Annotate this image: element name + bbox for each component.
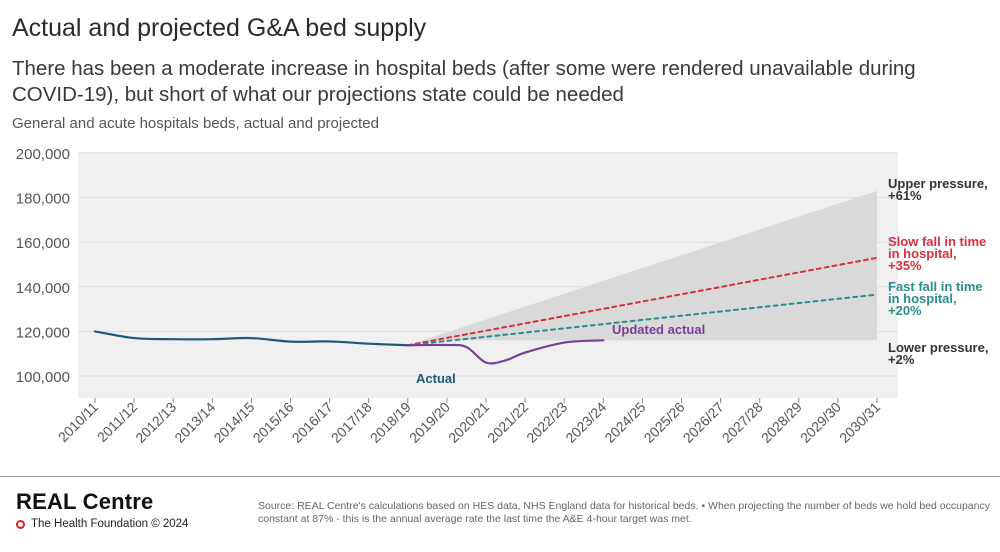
updated-actual-label: Updated actual: [612, 322, 705, 337]
x-tick-label: 2017/18: [328, 399, 375, 446]
upper-pressure-label: +61%: [888, 188, 922, 203]
series-line-slow-fall-in-time-in-hospital: [406, 256, 878, 347]
chart-subtitle: There has been a moderate increase in ho…: [12, 57, 916, 106]
chart-caption: General and acute hospitals beds, actual…: [12, 115, 379, 132]
x-tick-label: 2010/11: [55, 399, 102, 446]
slow-fall-label: in hospital,: [888, 246, 957, 261]
fast-fall-label: Fast fall in time: [888, 279, 983, 294]
x-tick-label: 2013/14: [171, 399, 218, 446]
fast-fall-label: +20%: [888, 303, 922, 318]
lower-pressure-label: Lower pressure,: [888, 340, 988, 355]
series-line-updated-actual: [406, 339, 605, 365]
lower-pressure-label: +2%: [888, 352, 915, 367]
x-tick-label: 2011/12: [94, 399, 141, 446]
x-tick-label: 2018/19: [367, 399, 414, 446]
footer-divider: [0, 476, 1000, 477]
slow-fall-label: Slow fall in time: [888, 234, 986, 249]
x-tick-label: 2024/25: [601, 399, 648, 446]
series-line-actual: [93, 330, 409, 347]
circle-logo-icon: [16, 519, 25, 529]
x-tick-label: 2022/23: [523, 399, 570, 446]
x-tick-label: 2027/28: [719, 399, 766, 446]
x-tick-label: 2015/16: [250, 399, 297, 446]
x-tick-label: 2023/24: [562, 399, 609, 446]
slow-fall-label: +35%: [888, 258, 922, 273]
y-tick-label: 160,000: [16, 235, 70, 252]
y-tick-label: 200,000: [16, 146, 70, 163]
y-axis-labels: 100,000 120,000 140,000 160,000 180,000 200,0…: [16, 146, 70, 386]
series-line-fast-fall-in-time-in-hospital: [406, 293, 878, 347]
x-tick-label: 2030/31: [836, 399, 883, 446]
x-tick-label: 2012/13: [132, 399, 179, 446]
actual-label: Actual: [416, 371, 456, 386]
x-tick-label: 2019/20: [406, 399, 453, 446]
source-note: Source: REAL Centre's calculations based…: [258, 500, 990, 525]
fast-fall-label: in hospital,: [888, 291, 957, 306]
x-tick-label: 2028/29: [758, 399, 805, 446]
x-tick-label: 2016/17: [289, 399, 336, 446]
brand-name: REAL Centre: [16, 489, 154, 514]
x-tick-label: 2029/30: [797, 399, 844, 446]
y-tick-label: 140,000: [16, 280, 70, 297]
series-lines: [93, 256, 878, 365]
org-credit-text: The Health Foundation © 2024: [31, 518, 189, 530]
chart-title: Actual and projected G&A bed supply: [12, 14, 427, 42]
x-tick-label: 2025/26: [641, 399, 688, 446]
x-tick-label: 2020/21: [445, 399, 492, 446]
x-axis-labels: 2010/112011/122012/132013/142014/152015/…: [55, 398, 883, 446]
x-tick-label: 2014/15: [210, 399, 257, 446]
upper-pressure-label: Upper pressure,: [888, 176, 988, 191]
y-tick-label: 100,000: [16, 369, 70, 386]
y-tick-label: 180,000: [16, 191, 70, 208]
x-tick-label: 2026/27: [680, 399, 727, 446]
org-credit: The Health Foundation © 2024: [16, 518, 188, 530]
x-tick-label: 2021/22: [484, 399, 531, 446]
chart-area: 100,000 120,000 140,000 160,000 180,000 200,0…: [16, 146, 989, 446]
y-tick-label: 120,000: [16, 324, 70, 341]
